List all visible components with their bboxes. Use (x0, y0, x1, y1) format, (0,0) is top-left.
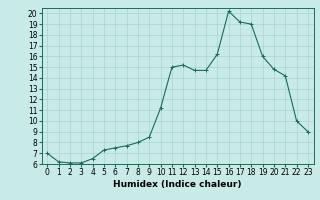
X-axis label: Humidex (Indice chaleur): Humidex (Indice chaleur) (113, 180, 242, 189)
